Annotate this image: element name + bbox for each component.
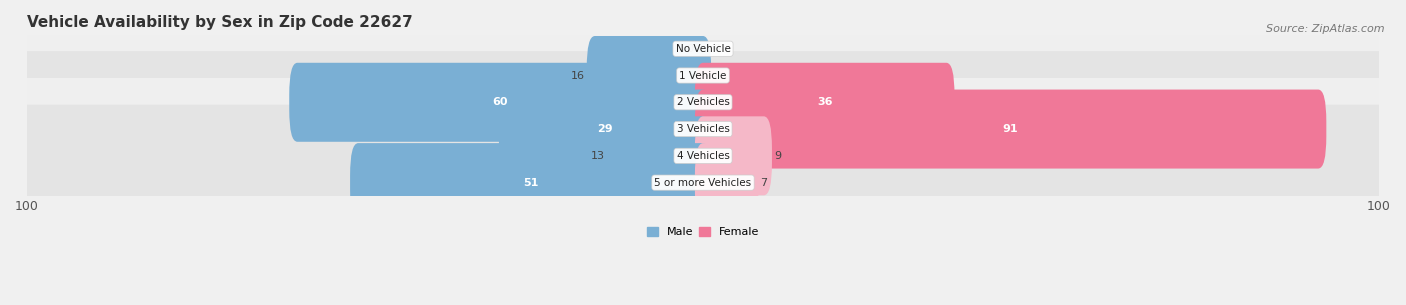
FancyBboxPatch shape — [10, 0, 1396, 127]
Legend: Male, Female: Male, Female — [643, 223, 763, 242]
Text: 91: 91 — [1002, 124, 1018, 134]
FancyBboxPatch shape — [290, 63, 711, 142]
Text: 9: 9 — [773, 151, 782, 161]
FancyBboxPatch shape — [695, 116, 772, 195]
Text: 0: 0 — [686, 44, 693, 54]
Text: 1 Vehicle: 1 Vehicle — [679, 70, 727, 81]
FancyBboxPatch shape — [10, 105, 1396, 260]
FancyBboxPatch shape — [350, 143, 711, 222]
Text: 2 Vehicles: 2 Vehicles — [676, 97, 730, 107]
Text: 0: 0 — [713, 44, 720, 54]
Text: Source: ZipAtlas.com: Source: ZipAtlas.com — [1267, 24, 1385, 34]
Text: 29: 29 — [598, 124, 613, 134]
FancyBboxPatch shape — [695, 90, 1326, 169]
FancyBboxPatch shape — [586, 36, 711, 115]
Text: 5 or more Vehicles: 5 or more Vehicles — [654, 178, 752, 188]
FancyBboxPatch shape — [10, 0, 1396, 153]
FancyBboxPatch shape — [10, 24, 1396, 180]
Text: 3 Vehicles: 3 Vehicles — [676, 124, 730, 134]
Text: 4 Vehicles: 4 Vehicles — [676, 151, 730, 161]
FancyBboxPatch shape — [10, 78, 1396, 234]
Text: Vehicle Availability by Sex in Zip Code 22627: Vehicle Availability by Sex in Zip Code … — [27, 15, 413, 30]
FancyBboxPatch shape — [607, 116, 711, 195]
FancyBboxPatch shape — [10, 51, 1396, 207]
FancyBboxPatch shape — [695, 63, 955, 142]
Text: 51: 51 — [523, 178, 538, 188]
Text: 36: 36 — [817, 97, 832, 107]
Text: 0: 0 — [713, 70, 720, 81]
Text: 16: 16 — [571, 70, 585, 81]
Text: 60: 60 — [492, 97, 508, 107]
FancyBboxPatch shape — [499, 90, 711, 169]
Text: No Vehicle: No Vehicle — [675, 44, 731, 54]
Text: 13: 13 — [591, 151, 605, 161]
Text: 7: 7 — [761, 178, 768, 188]
FancyBboxPatch shape — [695, 143, 758, 222]
